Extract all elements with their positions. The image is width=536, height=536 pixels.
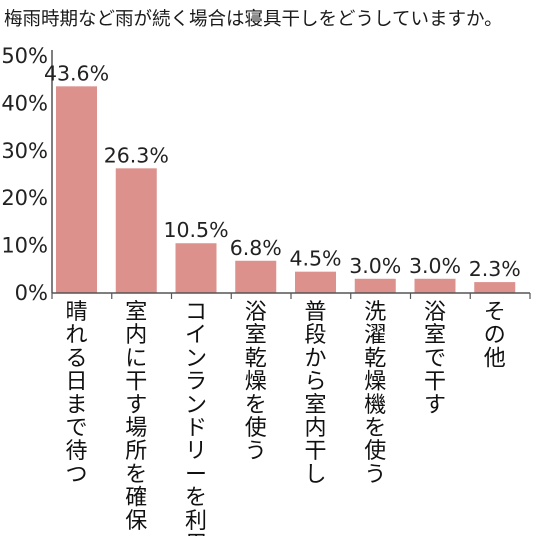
bars [56, 86, 516, 293]
category-label: コインランドリーを利用 [185, 300, 207, 536]
data-label: 6.8% [230, 236, 282, 260]
y-tick-label: 0% [15, 281, 48, 305]
bar [235, 260, 277, 293]
category-label: 浴室乾燥を使う [245, 300, 267, 464]
bar [56, 86, 97, 293]
y-tick-label: 10% [1, 234, 48, 258]
data-label: 43.6% [44, 61, 109, 85]
category-label: 室内に干す場所を確保 [125, 300, 147, 534]
category-label: その他 [484, 300, 506, 371]
data-label: 10.5% [163, 218, 228, 242]
category-label: 晴れる日まで待つ [65, 300, 87, 487]
bar [474, 282, 516, 293]
data-label: 3.0% [409, 254, 461, 278]
y-axis-ticks: 0% 10% 20% 30% 40% 50% [1, 44, 48, 305]
data-label: 2.3% [469, 257, 521, 281]
category-labels: 晴れる日まで待つ 室内に干す場所を確保 コインランドリーを利用 浴室乾燥を使う 普段から… [65, 300, 505, 536]
chart-title: 梅雨時期など雨が続く場合は寝具干しをどうしていますか。 [4, 9, 503, 30]
category-label: 洗濯乾燥機を使う [364, 300, 386, 487]
bar [115, 168, 157, 293]
data-label: 4.5% [289, 247, 341, 271]
y-tick-label: 20% [1, 186, 48, 210]
y-tick-label: 40% [1, 91, 48, 115]
category-label: 浴室で干す [424, 300, 446, 418]
category-label: 普段から室内干し [304, 300, 326, 487]
y-tick-label: 30% [1, 139, 48, 163]
bar [175, 243, 217, 293]
bar [414, 278, 456, 293]
bar [295, 271, 336, 293]
y-tick-label: 50% [1, 44, 48, 68]
data-label: 26.3% [104, 143, 169, 167]
axes [51, 50, 531, 299]
data-labels: 43.6% 26.3% 10.5%6.8% 4.5% 3.0% 3.0% 2.3% [44, 61, 521, 281]
data-label: 3.0% [349, 254, 401, 278]
bar [354, 278, 396, 293]
